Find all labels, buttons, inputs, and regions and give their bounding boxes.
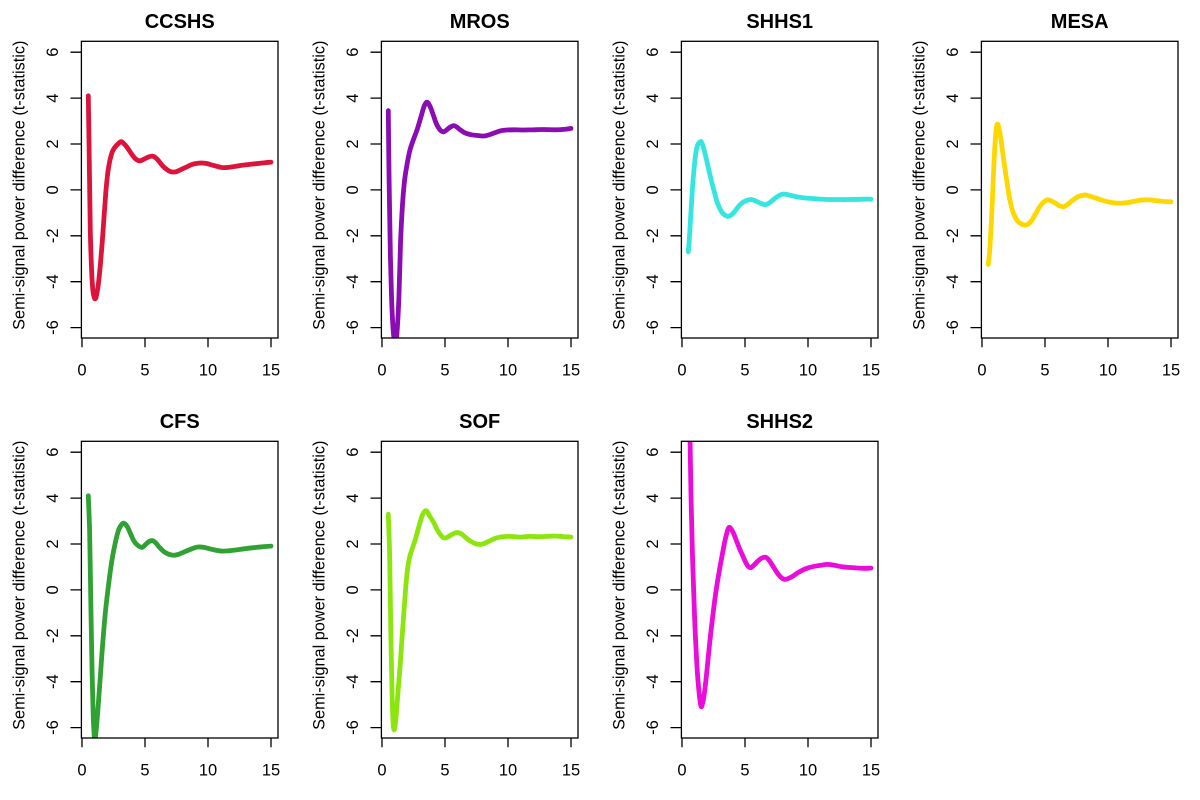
svg-text:CCSHS: CCSHS xyxy=(145,11,215,33)
svg-text:10: 10 xyxy=(499,762,517,780)
svg-text:-6: -6 xyxy=(944,320,962,335)
svg-text:0: 0 xyxy=(77,362,86,380)
svg-text:-2: -2 xyxy=(344,628,362,643)
svg-text:-2: -2 xyxy=(44,228,62,243)
svg-text:SHHS1: SHHS1 xyxy=(746,11,813,33)
svg-text:15: 15 xyxy=(862,362,880,380)
svg-text:-2: -2 xyxy=(344,228,362,243)
svg-text:-4: -4 xyxy=(344,274,362,289)
svg-text:-6: -6 xyxy=(644,320,662,335)
svg-text:15: 15 xyxy=(262,362,280,380)
svg-text:0: 0 xyxy=(344,585,362,594)
svg-text:6: 6 xyxy=(44,48,62,57)
svg-text:-6: -6 xyxy=(44,720,62,735)
svg-text:-2: -2 xyxy=(944,228,962,243)
svg-text:2: 2 xyxy=(44,139,62,148)
svg-text:10: 10 xyxy=(1099,362,1117,380)
svg-text:5: 5 xyxy=(140,362,149,380)
svg-text:-4: -4 xyxy=(44,274,62,289)
svg-text:Semi-signal power difference (: Semi-signal power difference (t-statisti… xyxy=(311,441,329,730)
svg-text:0: 0 xyxy=(977,362,986,380)
svg-text:Semi-signal power difference (: Semi-signal power difference (t-statisti… xyxy=(611,41,629,330)
svg-text:CFS: CFS xyxy=(160,411,200,433)
svg-text:4: 4 xyxy=(344,94,362,103)
svg-text:SHHS2: SHHS2 xyxy=(746,411,813,433)
svg-text:4: 4 xyxy=(44,494,62,503)
svg-text:10: 10 xyxy=(799,362,817,380)
svg-text:15: 15 xyxy=(562,362,580,380)
svg-text:0: 0 xyxy=(44,585,62,594)
svg-text:Semi-signal power difference (: Semi-signal power difference (t-statisti… xyxy=(11,441,29,730)
svg-text:Semi-signal power difference (: Semi-signal power difference (t-statisti… xyxy=(911,41,929,330)
svg-text:6: 6 xyxy=(644,48,662,57)
svg-text:MROS: MROS xyxy=(450,11,510,33)
svg-text:-6: -6 xyxy=(644,720,662,735)
svg-text:6: 6 xyxy=(344,448,362,457)
svg-text:10: 10 xyxy=(799,762,817,780)
svg-text:-4: -4 xyxy=(644,674,662,689)
svg-text:-6: -6 xyxy=(344,320,362,335)
svg-text:SOF: SOF xyxy=(459,411,500,433)
svg-text:0: 0 xyxy=(77,762,86,780)
svg-text:15: 15 xyxy=(862,762,880,780)
svg-text:5: 5 xyxy=(440,362,449,380)
svg-text:10: 10 xyxy=(199,762,217,780)
svg-text:5: 5 xyxy=(440,762,449,780)
svg-text:6: 6 xyxy=(644,448,662,457)
svg-text:2: 2 xyxy=(944,139,962,148)
svg-text:4: 4 xyxy=(644,94,662,103)
svg-text:0: 0 xyxy=(677,762,686,780)
svg-text:4: 4 xyxy=(44,94,62,103)
svg-text:Semi-signal power difference (: Semi-signal power difference (t-statisti… xyxy=(611,441,629,730)
svg-text:2: 2 xyxy=(644,139,662,148)
svg-text:6: 6 xyxy=(44,448,62,457)
svg-text:5: 5 xyxy=(140,762,149,780)
svg-text:Semi-signal power difference (: Semi-signal power difference (t-statisti… xyxy=(11,41,29,330)
svg-text:6: 6 xyxy=(944,48,962,57)
svg-text:0: 0 xyxy=(644,585,662,594)
svg-text:10: 10 xyxy=(199,362,217,380)
svg-text:10: 10 xyxy=(499,362,517,380)
svg-text:-6: -6 xyxy=(44,320,62,335)
svg-text:-4: -4 xyxy=(44,674,62,689)
svg-text:15: 15 xyxy=(1162,362,1180,380)
svg-text:-2: -2 xyxy=(644,228,662,243)
svg-text:0: 0 xyxy=(944,185,962,194)
svg-text:-2: -2 xyxy=(44,628,62,643)
svg-text:2: 2 xyxy=(44,539,62,548)
svg-text:2: 2 xyxy=(644,539,662,548)
svg-text:5: 5 xyxy=(1040,362,1049,380)
svg-text:0: 0 xyxy=(377,762,386,780)
svg-text:5: 5 xyxy=(740,362,749,380)
svg-text:5: 5 xyxy=(740,762,749,780)
svg-text:-4: -4 xyxy=(344,674,362,689)
svg-text:4: 4 xyxy=(944,94,962,103)
svg-text:4: 4 xyxy=(644,494,662,503)
svg-text:2: 2 xyxy=(344,539,362,548)
svg-text:Semi-signal power difference (: Semi-signal power difference (t-statisti… xyxy=(311,41,329,330)
svg-text:15: 15 xyxy=(562,762,580,780)
svg-text:0: 0 xyxy=(44,185,62,194)
svg-text:0: 0 xyxy=(677,362,686,380)
svg-text:MESA: MESA xyxy=(1051,11,1109,33)
svg-text:0: 0 xyxy=(344,185,362,194)
svg-text:0: 0 xyxy=(377,362,386,380)
svg-text:-4: -4 xyxy=(944,274,962,289)
svg-text:6: 6 xyxy=(344,48,362,57)
svg-text:2: 2 xyxy=(344,139,362,148)
svg-text:15: 15 xyxy=(262,762,280,780)
svg-text:-6: -6 xyxy=(344,720,362,735)
svg-text:-2: -2 xyxy=(644,628,662,643)
svg-text:4: 4 xyxy=(344,494,362,503)
svg-text:-4: -4 xyxy=(644,274,662,289)
svg-text:0: 0 xyxy=(644,185,662,194)
